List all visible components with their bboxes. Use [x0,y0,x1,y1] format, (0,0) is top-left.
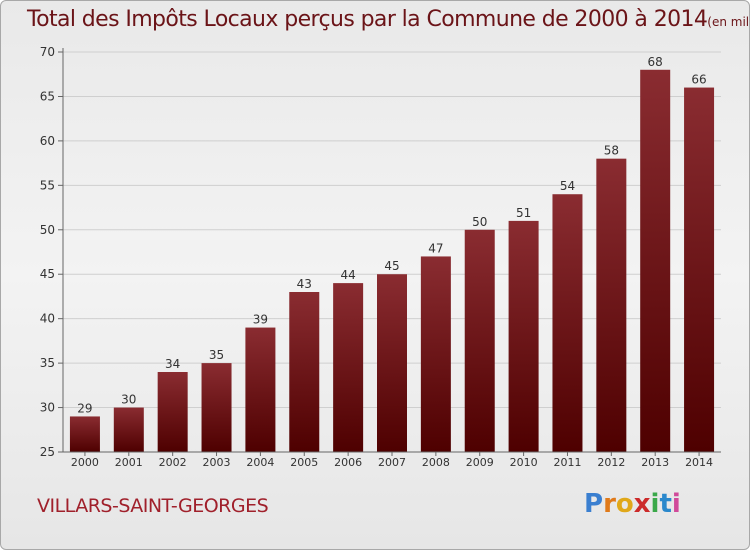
logo-letter: i [671,489,681,519]
bar-value-label: 29 [77,401,92,415]
bar-value-label: 54 [560,179,575,193]
y-tick-label: 40 [40,312,55,326]
chart-title-text: Total des Impôts Locaux perçus par la Co… [27,7,708,32]
bar-value-label: 30 [121,393,136,407]
y-tick-label: 45 [40,267,55,281]
logo-letter: P [584,489,604,519]
y-tick-label: 30 [40,401,55,415]
x-tick-label: 2004 [246,456,274,469]
bar-2012[interactable] [596,158,627,452]
logo-letter: x [633,489,651,519]
logo-letter: r [603,489,616,519]
y-tick-label: 25 [40,445,55,459]
bar-value-label: 68 [648,55,663,69]
x-tick-label: 2010 [510,456,538,469]
bar-2004[interactable] [245,327,276,452]
axes [58,48,721,456]
y-tick-label: 50 [40,223,55,237]
x-tick-label: 2008 [422,456,450,469]
x-tick-label: 2014 [685,456,713,469]
bar-value-label: 43 [297,277,312,291]
y-tick-label: 65 [40,89,55,103]
bar-2002[interactable] [157,372,188,452]
bar-value-label: 51 [516,206,531,220]
bar-value-label: 44 [340,268,355,282]
bar-2003[interactable] [201,363,232,452]
bar-value-label: 39 [253,313,268,327]
bar-2008[interactable] [420,256,451,452]
bar-2000[interactable] [69,416,100,452]
x-tick-label: 2003 [203,456,231,469]
bar-2009[interactable] [464,229,495,452]
logo-letter: i [650,489,660,519]
bar-value-label: 58 [604,144,619,158]
y-tick-label: 55 [40,178,55,192]
bars [69,69,715,453]
x-tick-label: 2009 [466,456,494,469]
x-tick-label: 2001 [115,456,143,469]
x-tick-label: 2013 [641,456,669,469]
chart-title-unit: (en milliers d'€) [707,15,750,29]
bar-2001[interactable] [113,407,144,452]
x-tick-label: 2011 [553,456,581,469]
labels: 25 30 35 40 45 50 55 60 65 70 29 2000 30 2001 34 2002 35… [40,45,713,469]
x-tick-label: 2006 [334,456,362,469]
bar-value-label: 66 [691,73,706,87]
x-tick-label: 2002 [159,456,187,469]
logo-letter: o [615,489,634,519]
bar-2011[interactable] [552,194,583,452]
x-tick-label: 2007 [378,456,406,469]
bar-2010[interactable] [508,220,539,452]
commune-name: VILLARS-SAINT-GEORGES [37,495,269,517]
bar-value-label: 45 [384,259,399,273]
y-tick-label: 35 [40,356,55,370]
chart-title: Total des Impôts Locaux perçus par la Co… [27,7,750,32]
bar-2014[interactable] [684,87,715,453]
proxiti-logo[interactable]: Proxiti [584,489,681,519]
x-tick-label: 2012 [597,456,625,469]
bar-value-label: 35 [209,348,224,362]
logo-letter: t [659,489,672,519]
bar-2005[interactable] [289,292,320,452]
y-tick-label: 60 [40,134,55,148]
bar-value-label: 50 [472,215,487,229]
bar-value-label: 34 [165,357,180,371]
bar-2007[interactable] [377,274,407,452]
bar-2006[interactable] [333,283,364,452]
x-tick-label: 2000 [71,456,99,469]
bar-2013[interactable] [640,69,671,453]
y-tick-label: 70 [40,45,55,59]
bar-value-label: 47 [428,241,443,255]
x-tick-label: 2005 [290,456,318,469]
